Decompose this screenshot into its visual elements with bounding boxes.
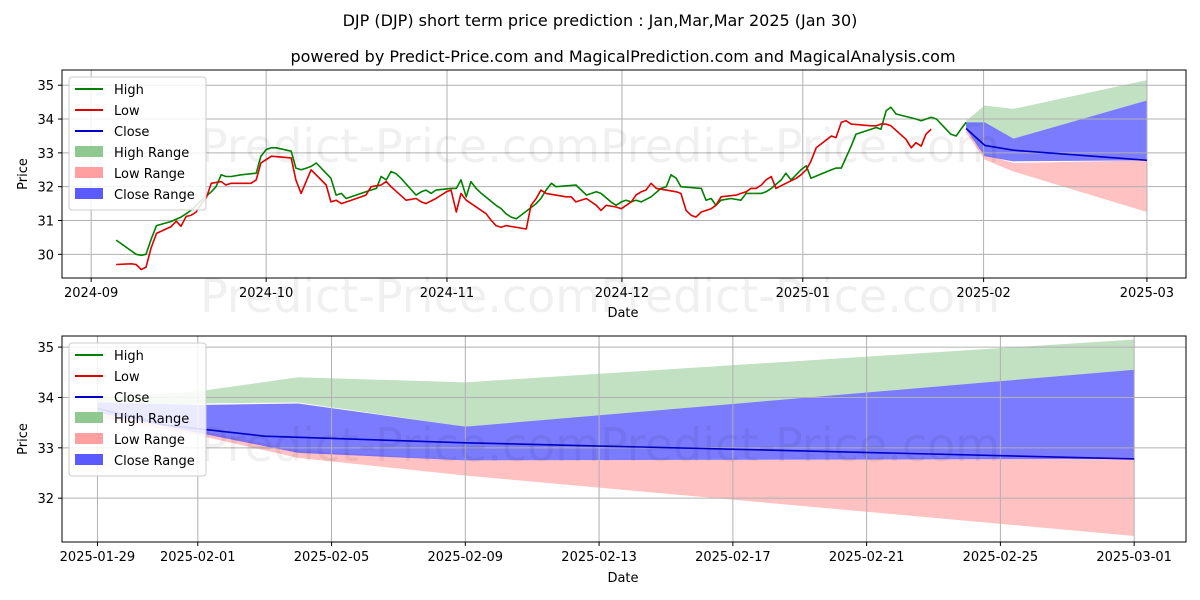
history-y-tick-label: 33: [37, 147, 54, 162]
history-legend: High Low Close High Range Low Range Close Ran…: [68, 76, 207, 211]
watermark-2: Predict-Price.com: [600, 119, 1000, 173]
history-legend-swatch-low-range: [75, 167, 103, 178]
history-y-tick-label: 32: [37, 181, 54, 196]
history-legend-label-low-range: Low Range: [114, 167, 185, 182]
history-y-tick-label: 31: [37, 215, 54, 230]
chart-subtitle: powered by Predict-Price.com and Magical…: [290, 47, 955, 66]
forecast-y-tick-label: 35: [37, 341, 54, 356]
forecast-x-tick-label: 2025-02-13: [561, 550, 637, 565]
history-x-tick-label: 2024-09: [64, 286, 118, 301]
forecast-y-tick-label: 32: [37, 492, 54, 507]
history-x-tick-label: 2024-10: [239, 286, 293, 301]
forecast-plot-frame: [61, 335, 1187, 543]
history-x-tick-label: 2025-01: [776, 286, 830, 301]
forecast-x-tick-label: 2025-01-29: [60, 550, 136, 565]
forecast-y-tick-label: 34: [37, 391, 54, 406]
history-legend-label-high: High: [114, 83, 144, 98]
history-close-line: [965, 127, 1147, 162]
forecast-x-tick-label: 2025-02-09: [428, 550, 504, 565]
history-x-tick-label: 2025-02: [956, 286, 1010, 301]
history-legend-label-close: Close: [114, 125, 149, 140]
forecast-legend-label-close: Close: [114, 391, 149, 406]
forecast-legend-label-close-range: Close Range: [114, 454, 195, 469]
history-plot-frame: [61, 69, 1187, 279]
history-y-tick-label: 30: [37, 248, 54, 263]
history-high-range-band: [966, 80, 1147, 139]
forecast-legend-label-high: High: [114, 349, 144, 364]
chart-title: DJP (DJP) short term price prediction : …: [343, 11, 858, 30]
forecast-legend-swatch-high-range: [75, 412, 103, 423]
forecast-legend-label-high-range: High Range: [114, 412, 189, 427]
forecast-legend: High Low Close High Range Low Range Close Ran…: [68, 342, 207, 477]
watermark-5: Predict-Price.com: [200, 418, 600, 472]
forecast-legend-label-low-range: Low Range: [114, 433, 185, 448]
watermark-6: Predict-Price.com: [600, 418, 1000, 472]
forecast-legend-label-low: Low: [114, 370, 140, 385]
forecast-y-tick-label: 33: [37, 442, 54, 457]
history-legend-swatch-high-range: [75, 146, 103, 157]
history-y-tick-label: 35: [37, 79, 54, 94]
history-low-range-band: [966, 128, 1147, 213]
forecast-x-tick-label: 2025-02-21: [829, 550, 905, 565]
forecast-legend-swatch-close-range: [75, 454, 103, 465]
history-legend-swatch-close-range: [75, 188, 103, 199]
history-legend-label-close-range: Close Range: [114, 188, 195, 203]
history-x-tick-label: 2024-12: [595, 286, 649, 301]
history-legend-box: [68, 76, 207, 211]
forecast-y-label: Price: [16, 423, 31, 455]
forecast-x-tick-label: 2025-02-01: [160, 550, 236, 565]
history-high-line: [115, 106, 967, 257]
history-legend-label-high-range: High Range: [114, 146, 189, 161]
forecast-high-range-band: [97, 339, 1135, 427]
forecast-x-tick-label: 2025-02-05: [294, 550, 370, 565]
forecast-close-range-band: [97, 369, 1135, 461]
history-low-line: [116, 119, 932, 271]
history-x-label: Date: [607, 306, 638, 321]
forecast-legend-box: [68, 342, 207, 477]
forecast-low-range-band: [97, 411, 1135, 536]
forecast-x-tick-label: 2025-02-17: [695, 550, 771, 565]
watermark-1: Predict-Price.com: [200, 119, 600, 173]
history-y-tick-label: 34: [37, 113, 54, 128]
history-legend-label-low: Low: [114, 104, 140, 119]
history-panel: Predict-Price.com Predict-Price.com Pred…: [16, 69, 1187, 323]
history-y-label: Price: [16, 158, 31, 190]
history-close-range-band: [966, 100, 1147, 162]
forecast-legend-swatch-low-range: [75, 433, 103, 444]
forecast-panel: Predict-Price.com Predict-Price.com 2025…: [16, 335, 1187, 586]
forecast-x-tick-label: 2025-03-01: [1096, 550, 1172, 565]
forecast-x-label: Date: [607, 571, 638, 586]
forecast-x-tick-label: 2025-02-25: [963, 550, 1039, 565]
history-x-tick-label: 2025-03: [1120, 286, 1174, 301]
history-x-tick-label: 2024-11: [420, 286, 474, 301]
